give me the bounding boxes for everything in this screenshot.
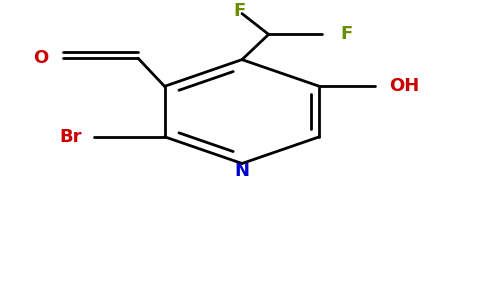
Text: F: F [233, 2, 246, 20]
Text: N: N [235, 162, 249, 180]
Text: OH: OH [389, 77, 419, 95]
Text: O: O [33, 49, 49, 67]
Text: F: F [340, 26, 352, 44]
Text: Br: Br [59, 128, 81, 146]
